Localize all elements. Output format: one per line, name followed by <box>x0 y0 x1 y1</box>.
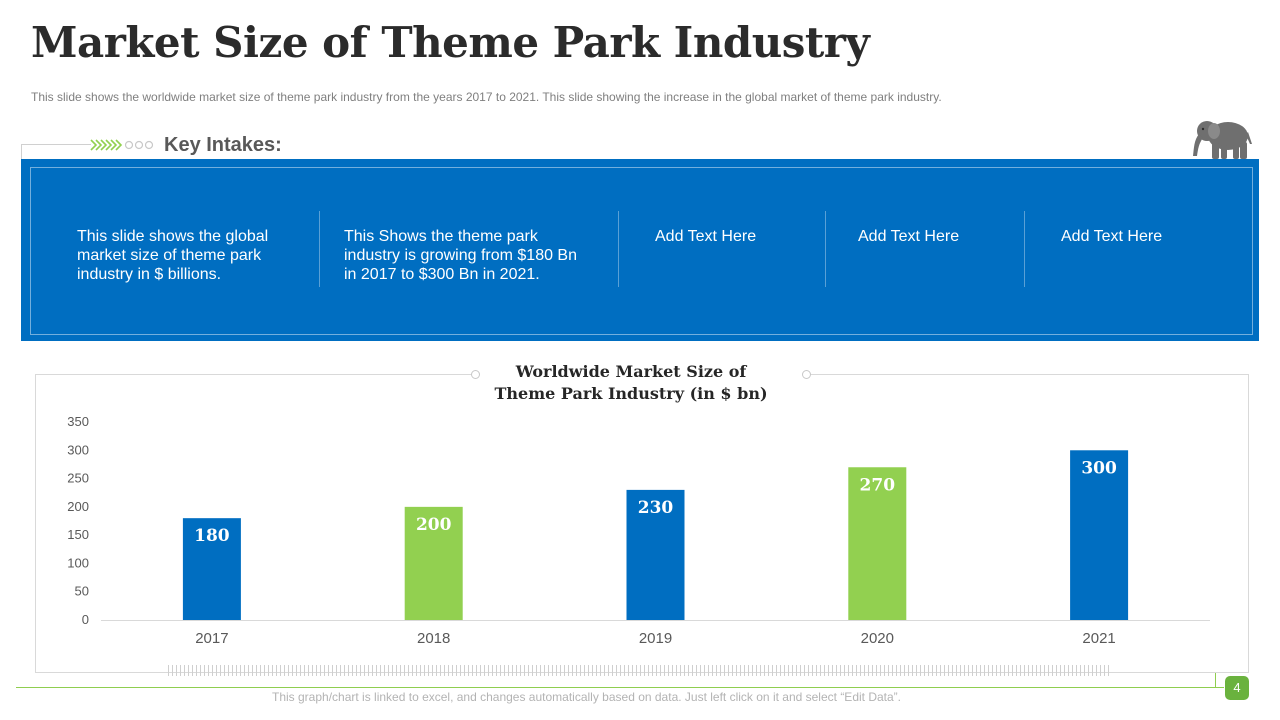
bar-data-label: 300 <box>1081 458 1117 478</box>
y-tick-label: 100 <box>67 555 89 570</box>
slide-subtitle: This slide shows the worldwide market si… <box>31 90 942 104</box>
key-intakes-inner-border <box>30 167 1253 335</box>
bar-data-label: 180 <box>194 526 230 546</box>
elephant-icon <box>1193 121 1252 159</box>
intake-text-5: Add Text Here <box>1061 228 1163 245</box>
x-tick-label: 2018 <box>417 630 450 647</box>
key-intakes-connector-vertical <box>21 144 22 160</box>
chart-frame-dot-left <box>471 370 480 379</box>
bar-data-label: 270 <box>860 475 896 495</box>
x-tick-label: 2020 <box>861 630 894 647</box>
x-tick-label: 2021 <box>1082 630 1115 647</box>
bar-data-label: 200 <box>416 515 452 535</box>
intake-divider-1 <box>319 211 320 287</box>
intake-text-4: Add Text Here <box>858 228 960 245</box>
intake-text-3: Add Text Here <box>655 228 757 245</box>
intake-text-2: This Shows the theme park industry is gr… <box>344 228 577 283</box>
bar <box>1070 450 1129 620</box>
bar <box>404 506 463 620</box>
chart-frame-top-right <box>810 374 1248 375</box>
y-tick-label: 300 <box>67 442 89 457</box>
chart-title-line-2: Theme Park Industry (in $ bn) <box>494 384 768 403</box>
y-tick-label: 200 <box>67 499 89 514</box>
chart-frame-dot-right <box>802 370 811 379</box>
y-tick-label: 350 <box>67 414 89 429</box>
chart-title-line-1: Worldwide Market Size of <box>515 362 747 381</box>
footer-line-tick <box>1215 673 1216 688</box>
intake-divider-3 <box>825 211 826 287</box>
intake-divider-4 <box>1024 211 1025 287</box>
y-tick-label: 50 <box>75 584 89 599</box>
y-tick-label: 150 <box>67 527 89 542</box>
x-tick-label: 2019 <box>639 630 672 647</box>
bar <box>626 489 685 620</box>
bar <box>848 467 907 620</box>
x-tick-label: 2017 <box>195 630 228 647</box>
page-number-badge: 4 <box>1225 676 1249 700</box>
key-intakes-connector-horizontal <box>21 144 91 145</box>
bar <box>182 518 241 620</box>
y-tick-label: 0 <box>82 612 89 627</box>
key-intakes-label: Key Intakes: <box>164 134 282 156</box>
chart-frame-top-left <box>35 374 472 375</box>
bar-data-label: 230 <box>638 498 674 518</box>
intake-text-1: This slide shows the global market size … <box>77 228 269 283</box>
chevron-arrows-icon <box>90 139 154 151</box>
intake-divider-2 <box>618 211 619 287</box>
footer-line <box>16 687 1224 688</box>
key-intakes-panel: This slide shows the global market size … <box>21 159 1259 341</box>
y-tick-label: 250 <box>67 471 89 486</box>
slide-title: Market Size of Theme Park Industry <box>31 18 870 67</box>
decorative-hatch-strip <box>168 665 1110 676</box>
footer-note: This graph/chart is linked to excel, and… <box>272 690 901 704</box>
